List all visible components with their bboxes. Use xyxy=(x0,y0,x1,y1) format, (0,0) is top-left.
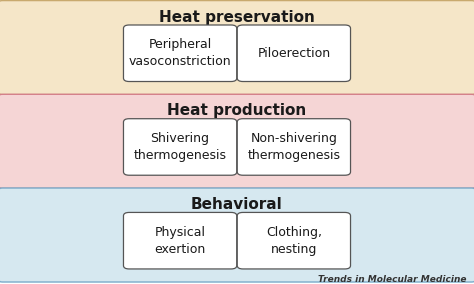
Text: Heat production: Heat production xyxy=(167,103,307,118)
Text: Behavioral: Behavioral xyxy=(191,197,283,212)
Text: Piloerection: Piloerection xyxy=(257,47,330,60)
FancyBboxPatch shape xyxy=(123,212,237,269)
Text: Non-shivering
thermogenesis: Non-shivering thermogenesis xyxy=(247,132,340,162)
FancyBboxPatch shape xyxy=(237,25,350,82)
FancyBboxPatch shape xyxy=(237,212,350,269)
FancyBboxPatch shape xyxy=(0,1,474,95)
Text: Physical
exertion: Physical exertion xyxy=(155,226,206,256)
Text: Peripheral
vasoconstriction: Peripheral vasoconstriction xyxy=(129,38,231,68)
FancyBboxPatch shape xyxy=(0,188,474,282)
Text: Heat preservation: Heat preservation xyxy=(159,10,315,24)
Text: Clothing,
nesting: Clothing, nesting xyxy=(266,226,322,256)
FancyBboxPatch shape xyxy=(123,119,237,175)
FancyBboxPatch shape xyxy=(0,94,474,188)
Text: Trends in Molecular Medicine: Trends in Molecular Medicine xyxy=(319,275,467,284)
FancyBboxPatch shape xyxy=(123,25,237,82)
Text: Shivering
thermogenesis: Shivering thermogenesis xyxy=(134,132,227,162)
FancyBboxPatch shape xyxy=(237,119,350,175)
